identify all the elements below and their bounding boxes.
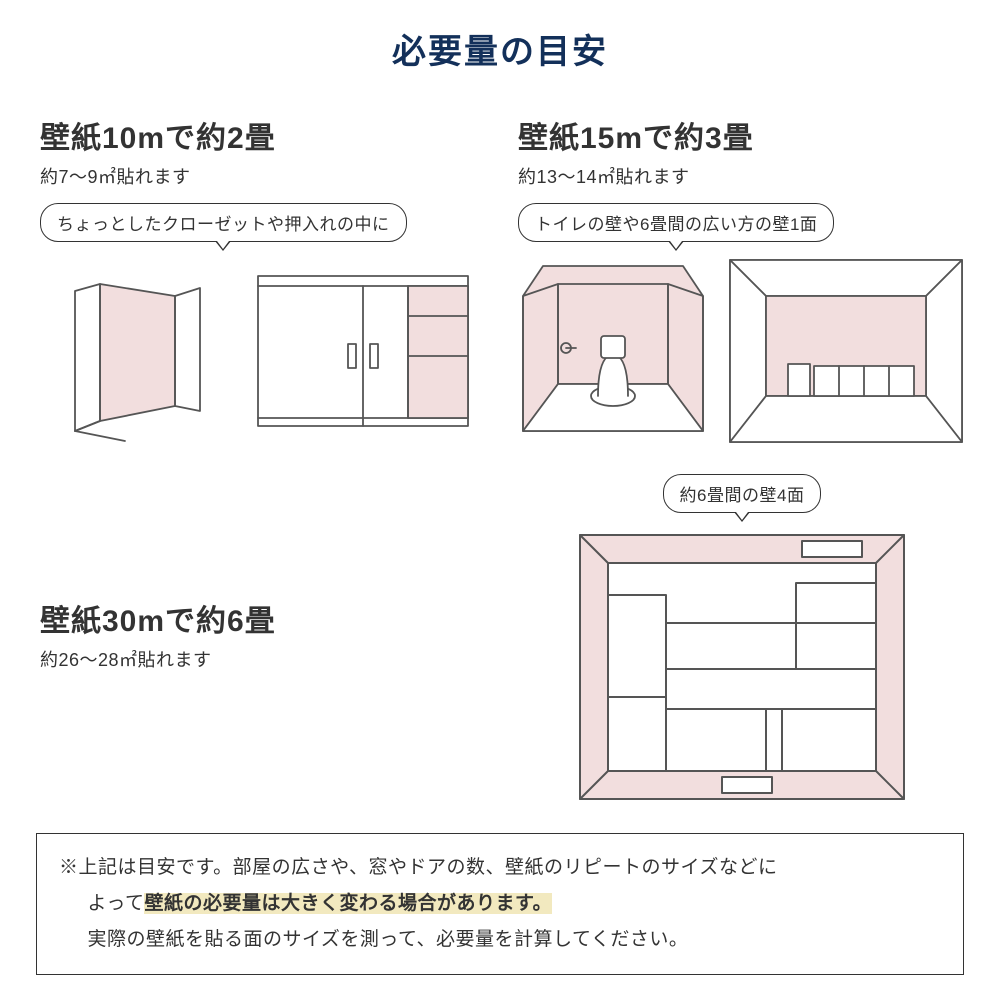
note-line2: よって壁紙の必要量は大きく変わる場合があります。 <box>59 886 941 922</box>
panel-15m: 壁紙15mで約3畳 約13～14㎡貼れます トイレの壁や6畳間の広い方の壁1面 <box>518 113 966 446</box>
note-line2-pre: よって <box>88 893 145 914</box>
panel-grid: 壁紙10mで約2畳 約7～9㎡貼れます ちょっとしたクローゼットや押入れの中に <box>0 73 1000 825</box>
panel-15m-sub: 約13～14㎡貼れます <box>518 163 966 189</box>
toilet-room-icon <box>518 256 708 446</box>
panel-15m-heading: 壁紙15mで約3畳 <box>518 113 966 157</box>
panel-10m-heading: 壁紙10mで約2畳 <box>40 113 478 157</box>
closet-sketch-icon <box>40 256 230 446</box>
panel-10m-sub: 約7～9㎡貼れます <box>40 163 478 189</box>
note-highlight: 壁紙の必要量は大きく変わる場合があります。 <box>144 893 552 914</box>
note-line3: 実際の壁紙を貼る面のサイズを測って、必要量を計算してください。 <box>59 922 941 958</box>
room-accent-wall-icon <box>726 256 966 446</box>
panel-30m-bubble: 約6畳間の壁4面 <box>663 474 822 513</box>
room-top-view-icon <box>572 527 912 807</box>
panel-10m: 壁紙10mで約2畳 約7～9㎡貼れます ちょっとしたクローゼットや押入れの中に <box>40 113 478 446</box>
page-title: 必要量の目安 <box>0 0 1000 73</box>
panel-10m-bubble: ちょっとしたクローゼットや押入れの中に <box>40 203 407 242</box>
panel-30m-illust: 約6畳間の壁4面 <box>518 474 966 807</box>
panel-10m-illust-row <box>40 256 478 446</box>
panel-30m-sub: 約26～28㎡貼れます <box>40 646 478 672</box>
note-line1: ※上記は目安です。部屋の広さや、窓やドアの数、壁紙のリピートのサイズなどに <box>59 857 777 878</box>
oshiire-sketch-icon <box>248 256 478 446</box>
note-box: ※上記は目安です。部屋の広さや、窓やドアの数、壁紙のリピートのサイズなどに よっ… <box>36 833 964 975</box>
panel-30m: 壁紙30mで約6畳 約26～28㎡貼れます <box>40 596 478 686</box>
panel-15m-illust-row <box>518 256 966 446</box>
panel-15m-bubble: トイレの壁や6畳間の広い方の壁1面 <box>518 203 834 242</box>
panel-30m-heading: 壁紙30mで約6畳 <box>40 596 478 640</box>
